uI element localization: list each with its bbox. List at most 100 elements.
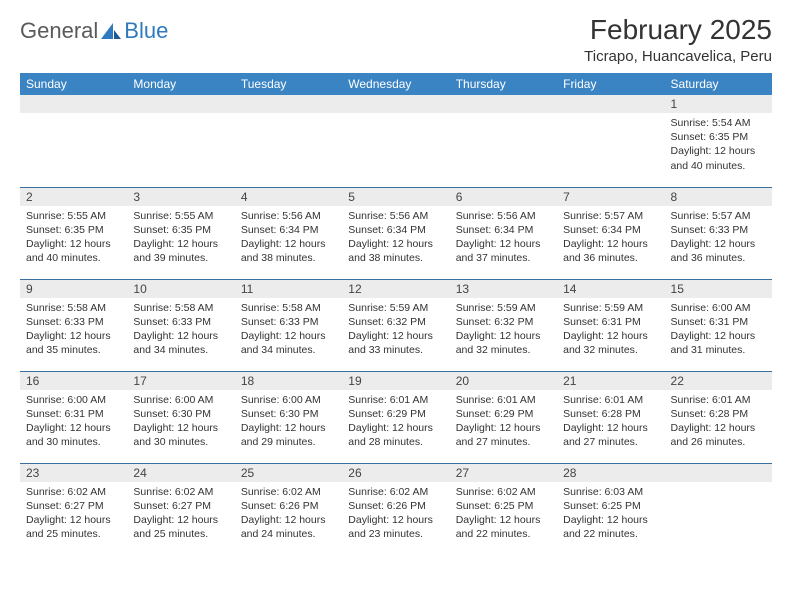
day-details: Sunrise: 6:00 AMSunset: 6:30 PMDaylight:… xyxy=(235,390,342,454)
calendar-day-cell xyxy=(665,463,772,555)
sunrise-text: Sunrise: 5:57 AM xyxy=(671,209,766,223)
sunset-text: Sunset: 6:34 PM xyxy=(241,223,336,237)
calendar-day-cell xyxy=(235,95,342,187)
sunset-text: Sunset: 6:27 PM xyxy=(133,499,228,513)
calendar-week-row: 9Sunrise: 5:58 AMSunset: 6:33 PMDaylight… xyxy=(20,279,772,371)
daylight-text: Daylight: 12 hours and 39 minutes. xyxy=(133,237,228,265)
sunset-text: Sunset: 6:28 PM xyxy=(563,407,658,421)
day-number: 27 xyxy=(450,464,557,482)
daylight-text: Daylight: 12 hours and 38 minutes. xyxy=(348,237,443,265)
day-number: 19 xyxy=(342,372,449,390)
daylight-text: Daylight: 12 hours and 28 minutes. xyxy=(348,421,443,449)
day-number xyxy=(665,464,772,482)
day-number: 9 xyxy=(20,280,127,298)
calendar-day-cell: 24Sunrise: 6:02 AMSunset: 6:27 PMDayligh… xyxy=(127,463,234,555)
sunrise-text: Sunrise: 5:58 AM xyxy=(133,301,228,315)
sunrise-text: Sunrise: 5:59 AM xyxy=(456,301,551,315)
day-details: Sunrise: 5:58 AMSunset: 6:33 PMDaylight:… xyxy=(127,298,234,362)
sunrise-text: Sunrise: 5:55 AM xyxy=(26,209,121,223)
calendar-day-cell: 8Sunrise: 5:57 AMSunset: 6:33 PMDaylight… xyxy=(665,187,772,279)
sunset-text: Sunset: 6:32 PM xyxy=(348,315,443,329)
sunrise-text: Sunrise: 5:59 AM xyxy=(348,301,443,315)
day-number: 20 xyxy=(450,372,557,390)
day-number: 16 xyxy=(20,372,127,390)
sunrise-text: Sunrise: 6:00 AM xyxy=(671,301,766,315)
day-number: 22 xyxy=(665,372,772,390)
weekday-header: Wednesday xyxy=(342,73,449,95)
day-number: 4 xyxy=(235,188,342,206)
daylight-text: Daylight: 12 hours and 27 minutes. xyxy=(563,421,658,449)
sunset-text: Sunset: 6:31 PM xyxy=(671,315,766,329)
calendar-day-cell: 16Sunrise: 6:00 AMSunset: 6:31 PMDayligh… xyxy=(20,371,127,463)
daylight-text: Daylight: 12 hours and 25 minutes. xyxy=(26,513,121,541)
daylight-text: Daylight: 12 hours and 25 minutes. xyxy=(133,513,228,541)
day-number xyxy=(20,95,127,113)
daylight-text: Daylight: 12 hours and 31 minutes. xyxy=(671,329,766,357)
sunrise-text: Sunrise: 6:02 AM xyxy=(241,485,336,499)
daylight-text: Daylight: 12 hours and 26 minutes. xyxy=(671,421,766,449)
calendar-day-cell: 12Sunrise: 5:59 AMSunset: 6:32 PMDayligh… xyxy=(342,279,449,371)
day-number: 8 xyxy=(665,188,772,206)
day-details: Sunrise: 6:00 AMSunset: 6:31 PMDaylight:… xyxy=(665,298,772,362)
day-details: Sunrise: 5:58 AMSunset: 6:33 PMDaylight:… xyxy=(20,298,127,362)
calendar-day-cell: 20Sunrise: 6:01 AMSunset: 6:29 PMDayligh… xyxy=(450,371,557,463)
calendar-day-cell: 28Sunrise: 6:03 AMSunset: 6:25 PMDayligh… xyxy=(557,463,664,555)
sunset-text: Sunset: 6:26 PM xyxy=(348,499,443,513)
calendar-day-cell: 7Sunrise: 5:57 AMSunset: 6:34 PMDaylight… xyxy=(557,187,664,279)
daylight-text: Daylight: 12 hours and 35 minutes. xyxy=(26,329,121,357)
day-details: Sunrise: 6:01 AMSunset: 6:28 PMDaylight:… xyxy=(665,390,772,454)
day-details: Sunrise: 6:01 AMSunset: 6:28 PMDaylight:… xyxy=(557,390,664,454)
sunrise-text: Sunrise: 5:56 AM xyxy=(348,209,443,223)
calendar-day-cell: 1Sunrise: 5:54 AMSunset: 6:35 PMDaylight… xyxy=(665,95,772,187)
sunset-text: Sunset: 6:33 PM xyxy=(133,315,228,329)
sunrise-text: Sunrise: 5:58 AM xyxy=(241,301,336,315)
sunrise-text: Sunrise: 5:59 AM xyxy=(563,301,658,315)
daylight-text: Daylight: 12 hours and 27 minutes. xyxy=(456,421,551,449)
daylight-text: Daylight: 12 hours and 30 minutes. xyxy=(26,421,121,449)
sunrise-text: Sunrise: 6:00 AM xyxy=(241,393,336,407)
calendar-week-row: 23Sunrise: 6:02 AMSunset: 6:27 PMDayligh… xyxy=(20,463,772,555)
day-number xyxy=(557,95,664,113)
day-number: 21 xyxy=(557,372,664,390)
sunset-text: Sunset: 6:35 PM xyxy=(133,223,228,237)
calendar-day-cell: 4Sunrise: 5:56 AMSunset: 6:34 PMDaylight… xyxy=(235,187,342,279)
sunset-text: Sunset: 6:35 PM xyxy=(26,223,121,237)
calendar-day-cell xyxy=(557,95,664,187)
daylight-text: Daylight: 12 hours and 24 minutes. xyxy=(241,513,336,541)
sunset-text: Sunset: 6:27 PM xyxy=(26,499,121,513)
day-details: Sunrise: 5:59 AMSunset: 6:31 PMDaylight:… xyxy=(557,298,664,362)
calendar-day-cell xyxy=(450,95,557,187)
daylight-text: Daylight: 12 hours and 36 minutes. xyxy=(563,237,658,265)
day-number: 26 xyxy=(342,464,449,482)
day-number: 14 xyxy=(557,280,664,298)
day-number: 12 xyxy=(342,280,449,298)
weekday-header-row: Sunday Monday Tuesday Wednesday Thursday… xyxy=(20,73,772,95)
day-details: Sunrise: 6:03 AMSunset: 6:25 PMDaylight:… xyxy=(557,482,664,546)
day-details: Sunrise: 5:57 AMSunset: 6:33 PMDaylight:… xyxy=(665,206,772,270)
calendar-day-cell: 27Sunrise: 6:02 AMSunset: 6:25 PMDayligh… xyxy=(450,463,557,555)
title-block: February 2025 Ticrapo, Huancavelica, Per… xyxy=(584,14,772,65)
day-details: Sunrise: 5:55 AMSunset: 6:35 PMDaylight:… xyxy=(20,206,127,270)
calendar-day-cell: 6Sunrise: 5:56 AMSunset: 6:34 PMDaylight… xyxy=(450,187,557,279)
day-details: Sunrise: 6:02 AMSunset: 6:27 PMDaylight:… xyxy=(127,482,234,546)
calendar-day-cell: 3Sunrise: 5:55 AMSunset: 6:35 PMDaylight… xyxy=(127,187,234,279)
day-details: Sunrise: 5:59 AMSunset: 6:32 PMDaylight:… xyxy=(450,298,557,362)
day-details: Sunrise: 6:00 AMSunset: 6:30 PMDaylight:… xyxy=(127,390,234,454)
sunrise-text: Sunrise: 6:02 AM xyxy=(26,485,121,499)
daylight-text: Daylight: 12 hours and 36 minutes. xyxy=(671,237,766,265)
sunrise-text: Sunrise: 5:56 AM xyxy=(456,209,551,223)
day-number: 10 xyxy=(127,280,234,298)
daylight-text: Daylight: 12 hours and 34 minutes. xyxy=(241,329,336,357)
logo-word-general: General xyxy=(20,18,98,44)
sunset-text: Sunset: 6:34 PM xyxy=(348,223,443,237)
calendar-day-cell: 17Sunrise: 6:00 AMSunset: 6:30 PMDayligh… xyxy=(127,371,234,463)
sunset-text: Sunset: 6:25 PM xyxy=(563,499,658,513)
day-number xyxy=(342,95,449,113)
logo: General Blue xyxy=(20,14,168,44)
day-number: 1 xyxy=(665,95,772,113)
day-number xyxy=(450,95,557,113)
sunset-text: Sunset: 6:31 PM xyxy=(563,315,658,329)
day-number: 24 xyxy=(127,464,234,482)
sunrise-text: Sunrise: 5:54 AM xyxy=(671,116,766,130)
calendar-day-cell: 23Sunrise: 6:02 AMSunset: 6:27 PMDayligh… xyxy=(20,463,127,555)
